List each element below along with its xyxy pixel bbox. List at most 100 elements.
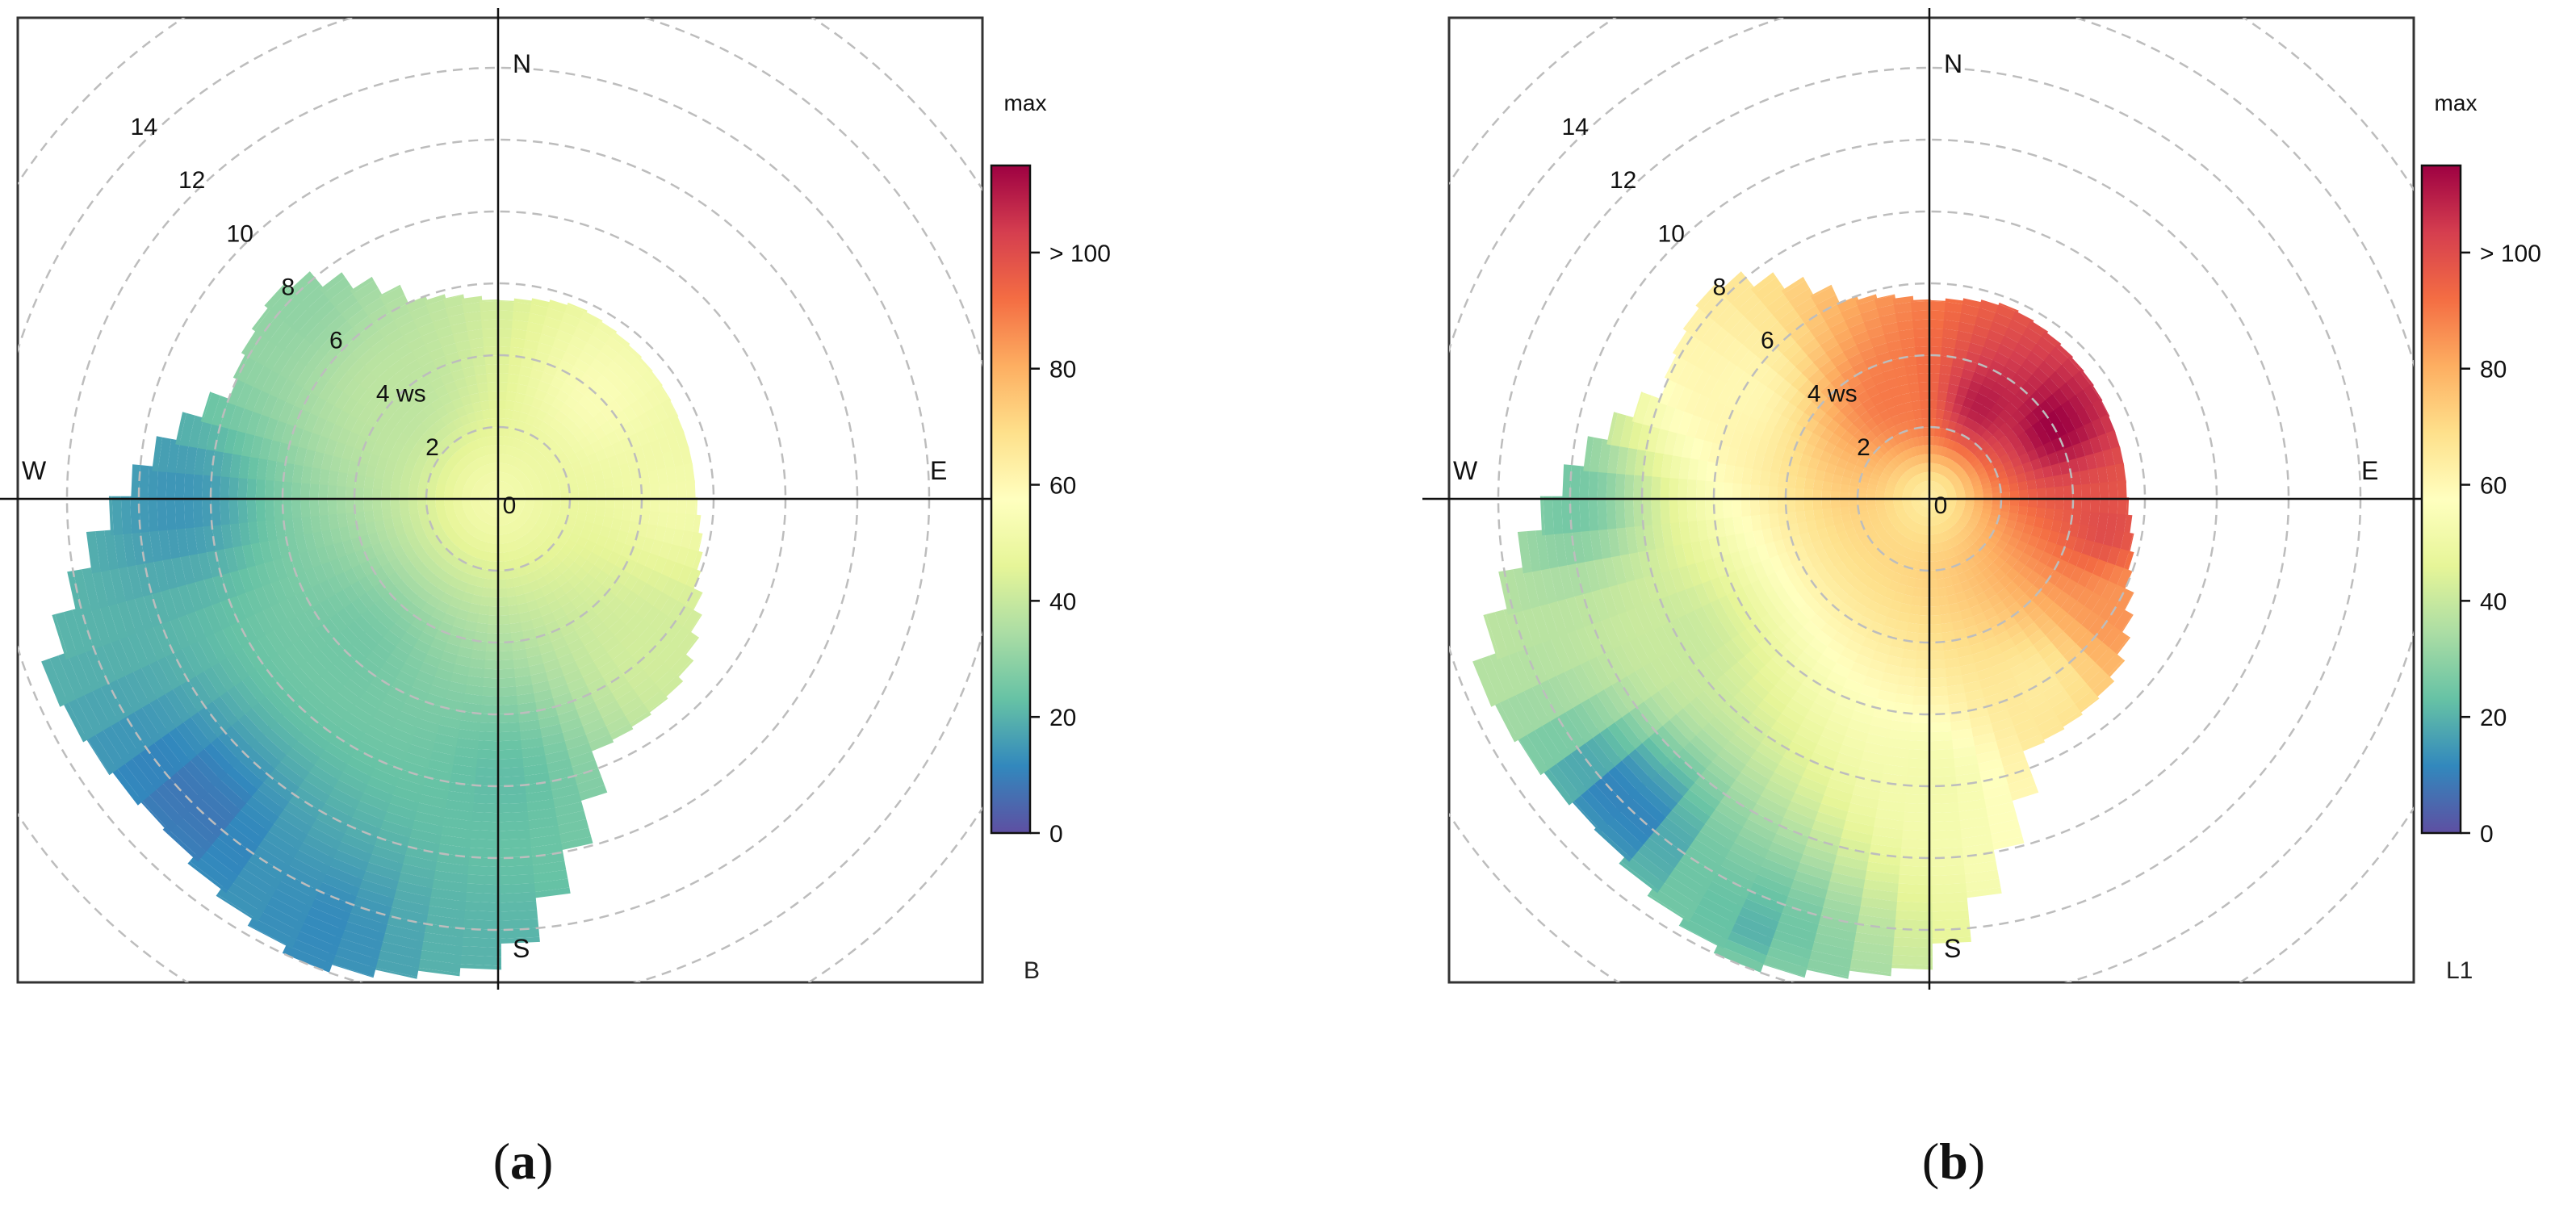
surface-cell [462, 874, 501, 886]
surface-cell [482, 523, 489, 533]
surface-cell [541, 750, 570, 765]
surface-cell [287, 271, 316, 297]
surface-cell [173, 718, 204, 756]
surface-cell [604, 674, 629, 694]
surface-cell [659, 483, 669, 500]
surface-cell [651, 555, 668, 576]
surface-cell [491, 492, 498, 499]
surface-cell [270, 287, 296, 316]
surface-cell [502, 483, 509, 492]
surface-cell [346, 550, 361, 568]
surface-cell [264, 476, 275, 500]
surface-cell [473, 622, 488, 634]
surface-cell [320, 616, 341, 638]
surface-cell [444, 781, 475, 794]
surface-cell [492, 491, 498, 499]
surface-cell [363, 509, 375, 524]
surface-cell [294, 531, 308, 554]
surface-cell [680, 530, 693, 551]
surface-cell [536, 342, 555, 356]
surface-cell [531, 508, 542, 515]
surface-cell [497, 400, 508, 410]
surface-cell [183, 469, 195, 501]
surface-cell [505, 489, 515, 496]
surface-cell [212, 446, 224, 477]
surface-cell [359, 782, 393, 804]
surface-cell [1942, 329, 1961, 340]
surface-cell [428, 869, 468, 884]
surface-cell [364, 329, 386, 349]
surface-cell [362, 723, 390, 744]
surface-cell [286, 592, 305, 618]
surface-cell [454, 646, 473, 659]
surface-cell [392, 515, 403, 528]
surface-cell [541, 659, 561, 673]
surface-cell [480, 492, 490, 497]
surface-cell [485, 484, 492, 493]
surface-cell [501, 506, 508, 516]
surface-cell [526, 843, 563, 857]
surface-cell [523, 533, 534, 543]
surface-cell [372, 487, 382, 500]
compass-axes [1422, 8, 2436, 990]
surface-cell [468, 462, 478, 472]
surface-cell [472, 487, 482, 493]
surface-cell [497, 579, 507, 589]
surface-cell [283, 329, 307, 357]
surface-cell [202, 601, 223, 634]
surface-cell [500, 481, 505, 491]
surface-cell [459, 472, 469, 481]
surface-cell [278, 398, 295, 424]
surface-cell [567, 302, 588, 312]
surface-cell [471, 776, 501, 786]
surface-cell [216, 894, 259, 923]
surface-cell [237, 564, 254, 593]
colorbar-tick-label: > 100 [1049, 241, 1111, 267]
surface-cell [551, 498, 561, 505]
surface-cell [319, 466, 331, 485]
surface-cell [363, 486, 373, 500]
surface-cell [475, 539, 484, 550]
surface-cell [269, 651, 293, 680]
surface-cell [637, 395, 655, 415]
surface-cell [517, 473, 526, 482]
surface-cell [228, 567, 246, 597]
surface-cell [435, 498, 445, 505]
surface-cell [507, 373, 521, 384]
surface-cell [521, 480, 531, 488]
surface-cell [605, 498, 615, 510]
surface-cell [98, 601, 119, 643]
surface-cell [514, 503, 525, 509]
surface-cell [496, 337, 513, 347]
surface-cell [279, 798, 316, 827]
surface-cell [41, 658, 69, 707]
surface-cell [388, 303, 413, 321]
surface-cell [488, 482, 495, 492]
surface-cell [484, 642, 500, 652]
surface-cell [418, 923, 464, 938]
surface-cell [352, 280, 379, 302]
surface-cell [432, 667, 453, 682]
surface-cell [443, 295, 466, 308]
surface-cell [379, 692, 405, 711]
surface-cell [417, 932, 463, 947]
surface-cell [509, 567, 520, 579]
surface-cell [157, 467, 168, 501]
surface-cell [467, 820, 501, 831]
surface-cell [303, 605, 323, 630]
surface-cell [563, 538, 576, 551]
surface-cell [502, 506, 509, 515]
surface-cell [232, 645, 257, 676]
surface-cell [580, 669, 603, 687]
surface-cell [397, 760, 429, 777]
surface-cell [540, 510, 551, 518]
surface-cell [1930, 481, 1934, 491]
surface-cell [338, 325, 361, 348]
surface-cell [486, 515, 492, 525]
surface-cell [280, 706, 309, 735]
surface-cell [371, 541, 385, 557]
surface-cell [496, 624, 511, 634]
surface-cell [211, 496, 221, 526]
surface-cell [289, 423, 305, 447]
radial-tick-label: 2 [1857, 434, 1870, 461]
